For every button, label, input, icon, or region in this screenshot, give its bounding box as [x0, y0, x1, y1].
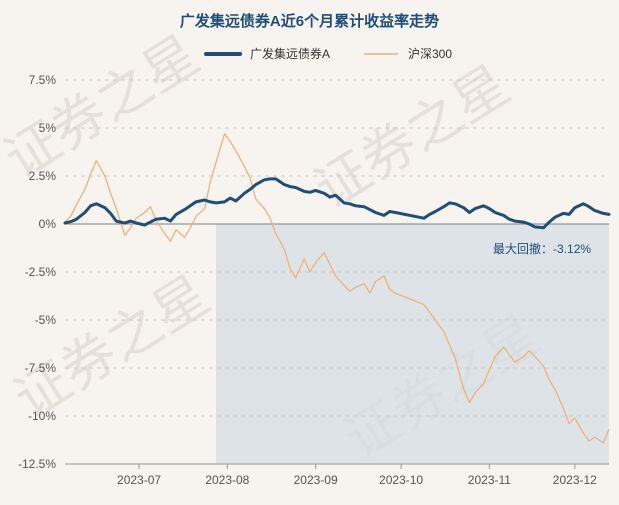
y-tick-label: -5% [35, 313, 57, 327]
watermark-3: 证券之星 [4, 263, 221, 431]
x-tick-label: 2023-12 [553, 473, 597, 487]
drawdown-area [215, 224, 609, 464]
drawdown-label: 最大回撤： [493, 241, 553, 256]
x-tick-label: 2023-07 [117, 473, 161, 487]
y-axis: 7.5% 5% 2.5% 0% -2.5% -5% -7.5% -10% -12.5% [18, 73, 56, 471]
drawdown-annotation: 最大回撤：-3.12% [493, 241, 591, 256]
drawdown-fill [215, 224, 609, 464]
y-tick-label: 2.5% [29, 169, 57, 183]
x-axis: 2023-07 2023-08 2023-09 2023-10 2023-11 2023-… [65, 463, 609, 487]
legend: 广发集远债券A 沪深300 [204, 46, 452, 61]
x-tick-label: 2023-10 [379, 473, 423, 487]
chart-title: 广发集远债券A近6个月累计收益率走势 [180, 12, 439, 30]
x-tick-label: 2023-09 [294, 473, 338, 487]
y-tick-label: -12.5% [18, 457, 56, 471]
y-tick-label: -7.5% [25, 361, 57, 375]
series-line-hs300 [64, 133, 610, 444]
y-tick-label: 0% [39, 217, 57, 231]
legend-label-fund: 广发集远债券A [250, 46, 330, 61]
watermark-1: 证券之星 [0, 23, 210, 191]
x-tick-label: 2023-11 [468, 473, 511, 487]
x-tick-label: 2023-08 [205, 473, 249, 487]
series-line-fund [63, 177, 611, 230]
y-tick-label: -2.5% [25, 265, 57, 279]
series [63, 133, 611, 444]
y-tick-label: -10% [28, 409, 56, 423]
legend-label-index: 沪深300 [408, 47, 452, 61]
y-tick-label: 5% [39, 121, 57, 135]
y-tick-label: 7.5% [29, 73, 57, 87]
drawdown-value: -3.12% [553, 242, 591, 256]
